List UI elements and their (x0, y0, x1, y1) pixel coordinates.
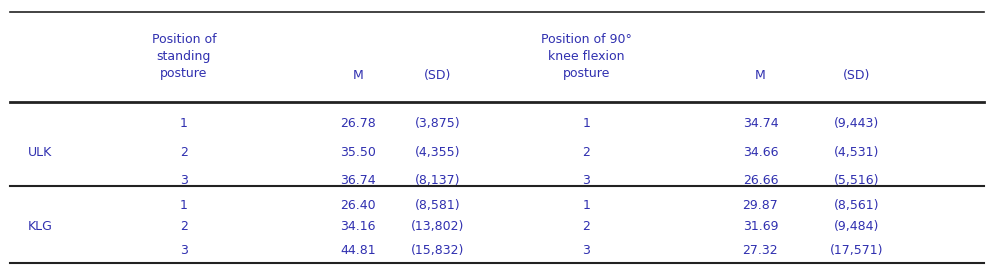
Text: 26.66: 26.66 (743, 174, 778, 187)
Text: 1: 1 (582, 199, 590, 211)
Text: 2: 2 (180, 220, 188, 233)
Text: 36.74: 36.74 (340, 174, 376, 187)
Text: KLG: KLG (27, 220, 53, 233)
Text: 2: 2 (582, 146, 590, 159)
Text: 2: 2 (180, 146, 188, 159)
Text: (9,443): (9,443) (834, 117, 880, 130)
Text: 26.40: 26.40 (340, 199, 376, 211)
Text: 29.87: 29.87 (743, 199, 778, 211)
Text: M: M (353, 69, 363, 81)
Text: 2: 2 (582, 220, 590, 233)
Text: (8,581): (8,581) (414, 199, 460, 211)
Text: 31.69: 31.69 (743, 220, 778, 233)
Text: 26.78: 26.78 (340, 117, 376, 130)
Text: (15,832): (15,832) (411, 244, 464, 257)
Text: 3: 3 (180, 244, 188, 257)
Text: (5,516): (5,516) (834, 174, 880, 187)
Text: (4,355): (4,355) (414, 146, 460, 159)
Text: (3,875): (3,875) (414, 117, 460, 130)
Text: 35.50: 35.50 (340, 146, 376, 159)
Text: 1: 1 (180, 199, 188, 211)
Text: (8,137): (8,137) (414, 174, 460, 187)
Text: (9,484): (9,484) (834, 220, 880, 233)
Text: 34.16: 34.16 (340, 220, 376, 233)
Text: 3: 3 (582, 244, 590, 257)
Text: M: M (755, 69, 765, 81)
Text: 34.74: 34.74 (743, 117, 778, 130)
Text: (SD): (SD) (423, 69, 451, 81)
Text: 1: 1 (582, 117, 590, 130)
Text: (SD): (SD) (843, 69, 871, 81)
Text: 44.81: 44.81 (340, 244, 376, 257)
Text: 27.32: 27.32 (743, 244, 778, 257)
Text: Position of 90°
knee flexion
posture: Position of 90° knee flexion posture (541, 33, 632, 80)
Text: ULK: ULK (28, 146, 52, 159)
Text: 3: 3 (180, 174, 188, 187)
Text: (13,802): (13,802) (411, 220, 464, 233)
Text: (4,531): (4,531) (834, 146, 880, 159)
Text: 1: 1 (180, 117, 188, 130)
Text: 34.66: 34.66 (743, 146, 778, 159)
Text: Position of
standing
posture: Position of standing posture (151, 33, 217, 80)
Text: (17,571): (17,571) (830, 244, 884, 257)
Text: 3: 3 (582, 174, 590, 187)
Text: (8,561): (8,561) (834, 199, 880, 211)
